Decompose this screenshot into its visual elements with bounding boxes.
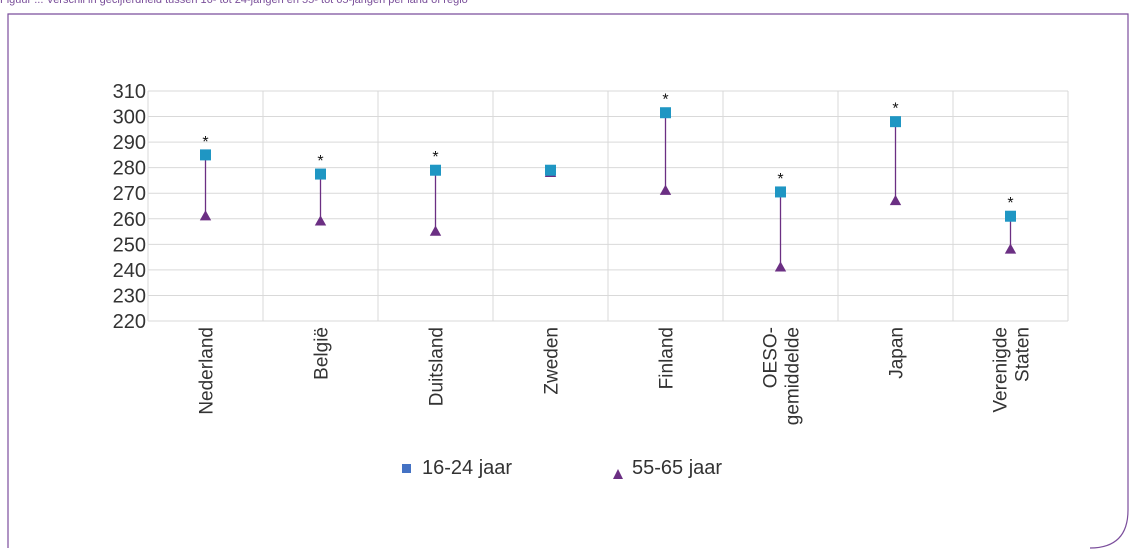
y-tick-label: 250	[113, 234, 146, 256]
point-16-24	[775, 186, 786, 198]
y-axis-tick-labels: 220 230 240 250 260 270 280 290 300 310	[113, 81, 146, 333]
y-tick-label: 230	[113, 285, 146, 307]
x-category-label-line: Staten	[1013, 327, 1034, 382]
figure-caption: Figuur ... Verschil in gecijferdheid tus…	[0, 0, 468, 6]
x-category-label-line: Japan	[887, 327, 908, 379]
x-category-label: Duitsland	[427, 327, 448, 406]
x-axis-category-labels: Nederland België Duitsland Zweden Finland OES…	[197, 327, 1034, 425]
legend-label: 55-65 jaar	[632, 457, 722, 479]
y-tick-label: 260	[113, 209, 146, 231]
x-category-label: Nederland	[197, 327, 218, 415]
legend-item-55-65: 55-65 jaar	[613, 457, 722, 479]
point-55-65	[659, 184, 672, 195]
x-category-label: België	[312, 327, 333, 380]
point-16-24	[660, 107, 671, 119]
significance-asterisk: *	[1007, 195, 1013, 212]
significance-asterisk: *	[317, 153, 323, 170]
x-category-label: Finland	[657, 327, 678, 389]
legend: 16-24 jaar 55-65 jaar	[402, 457, 722, 479]
y-tick-label: 290	[113, 132, 146, 154]
y-tick-label: 310	[113, 81, 146, 103]
data-marks: * * * * * * *	[199, 92, 1017, 272]
point-16-24	[430, 164, 441, 176]
x-category-label-line: Nederland	[197, 327, 218, 415]
legend-triangle-marker	[613, 469, 623, 479]
y-tick-label: 220	[113, 311, 146, 333]
point-55-65	[199, 210, 212, 221]
point-16-24	[545, 164, 556, 176]
x-category-label-line: Duitsland	[427, 327, 448, 406]
x-category-label-line: Zweden	[542, 327, 563, 395]
y-tick-label: 300	[113, 107, 146, 129]
x-category-label-line: België	[312, 327, 333, 380]
x-category-label: Japan	[887, 327, 908, 379]
point-55-65	[314, 215, 327, 226]
legend-label: 16-24 jaar	[422, 457, 512, 479]
y-tick-label: 280	[113, 158, 146, 180]
x-category-label: Verenigde Staten	[991, 327, 1034, 413]
point-16-24	[315, 168, 326, 180]
chart-frame-border	[7, 13, 1129, 549]
significance-asterisk: *	[202, 134, 208, 151]
point-55-65	[1004, 243, 1017, 254]
y-tick-label: 270	[113, 183, 146, 205]
x-category-label-line: OESO-	[761, 327, 782, 388]
point-16-24	[200, 149, 211, 161]
point-55-65	[774, 261, 787, 272]
x-category-label-line: Finland	[657, 327, 678, 389]
gridlines	[147, 90, 1069, 322]
x-category-label: Zweden	[542, 327, 563, 395]
point-16-24	[890, 116, 901, 128]
legend-square-marker	[402, 464, 411, 473]
significance-asterisk: *	[777, 171, 783, 188]
significance-asterisk: *	[432, 149, 438, 166]
y-tick-label: 240	[113, 260, 146, 282]
x-category-label-line: gemiddelde	[783, 327, 804, 425]
point-55-65	[889, 194, 902, 206]
significance-asterisk: *	[662, 92, 668, 109]
x-category-label-line: Verenigde	[991, 327, 1012, 413]
point-16-24	[1005, 210, 1016, 222]
significance-asterisk: *	[892, 101, 898, 118]
x-category-label: OESO-gemiddelde	[761, 327, 804, 425]
point-55-65	[429, 225, 442, 236]
legend-item-16-24: 16-24 jaar	[402, 457, 512, 479]
